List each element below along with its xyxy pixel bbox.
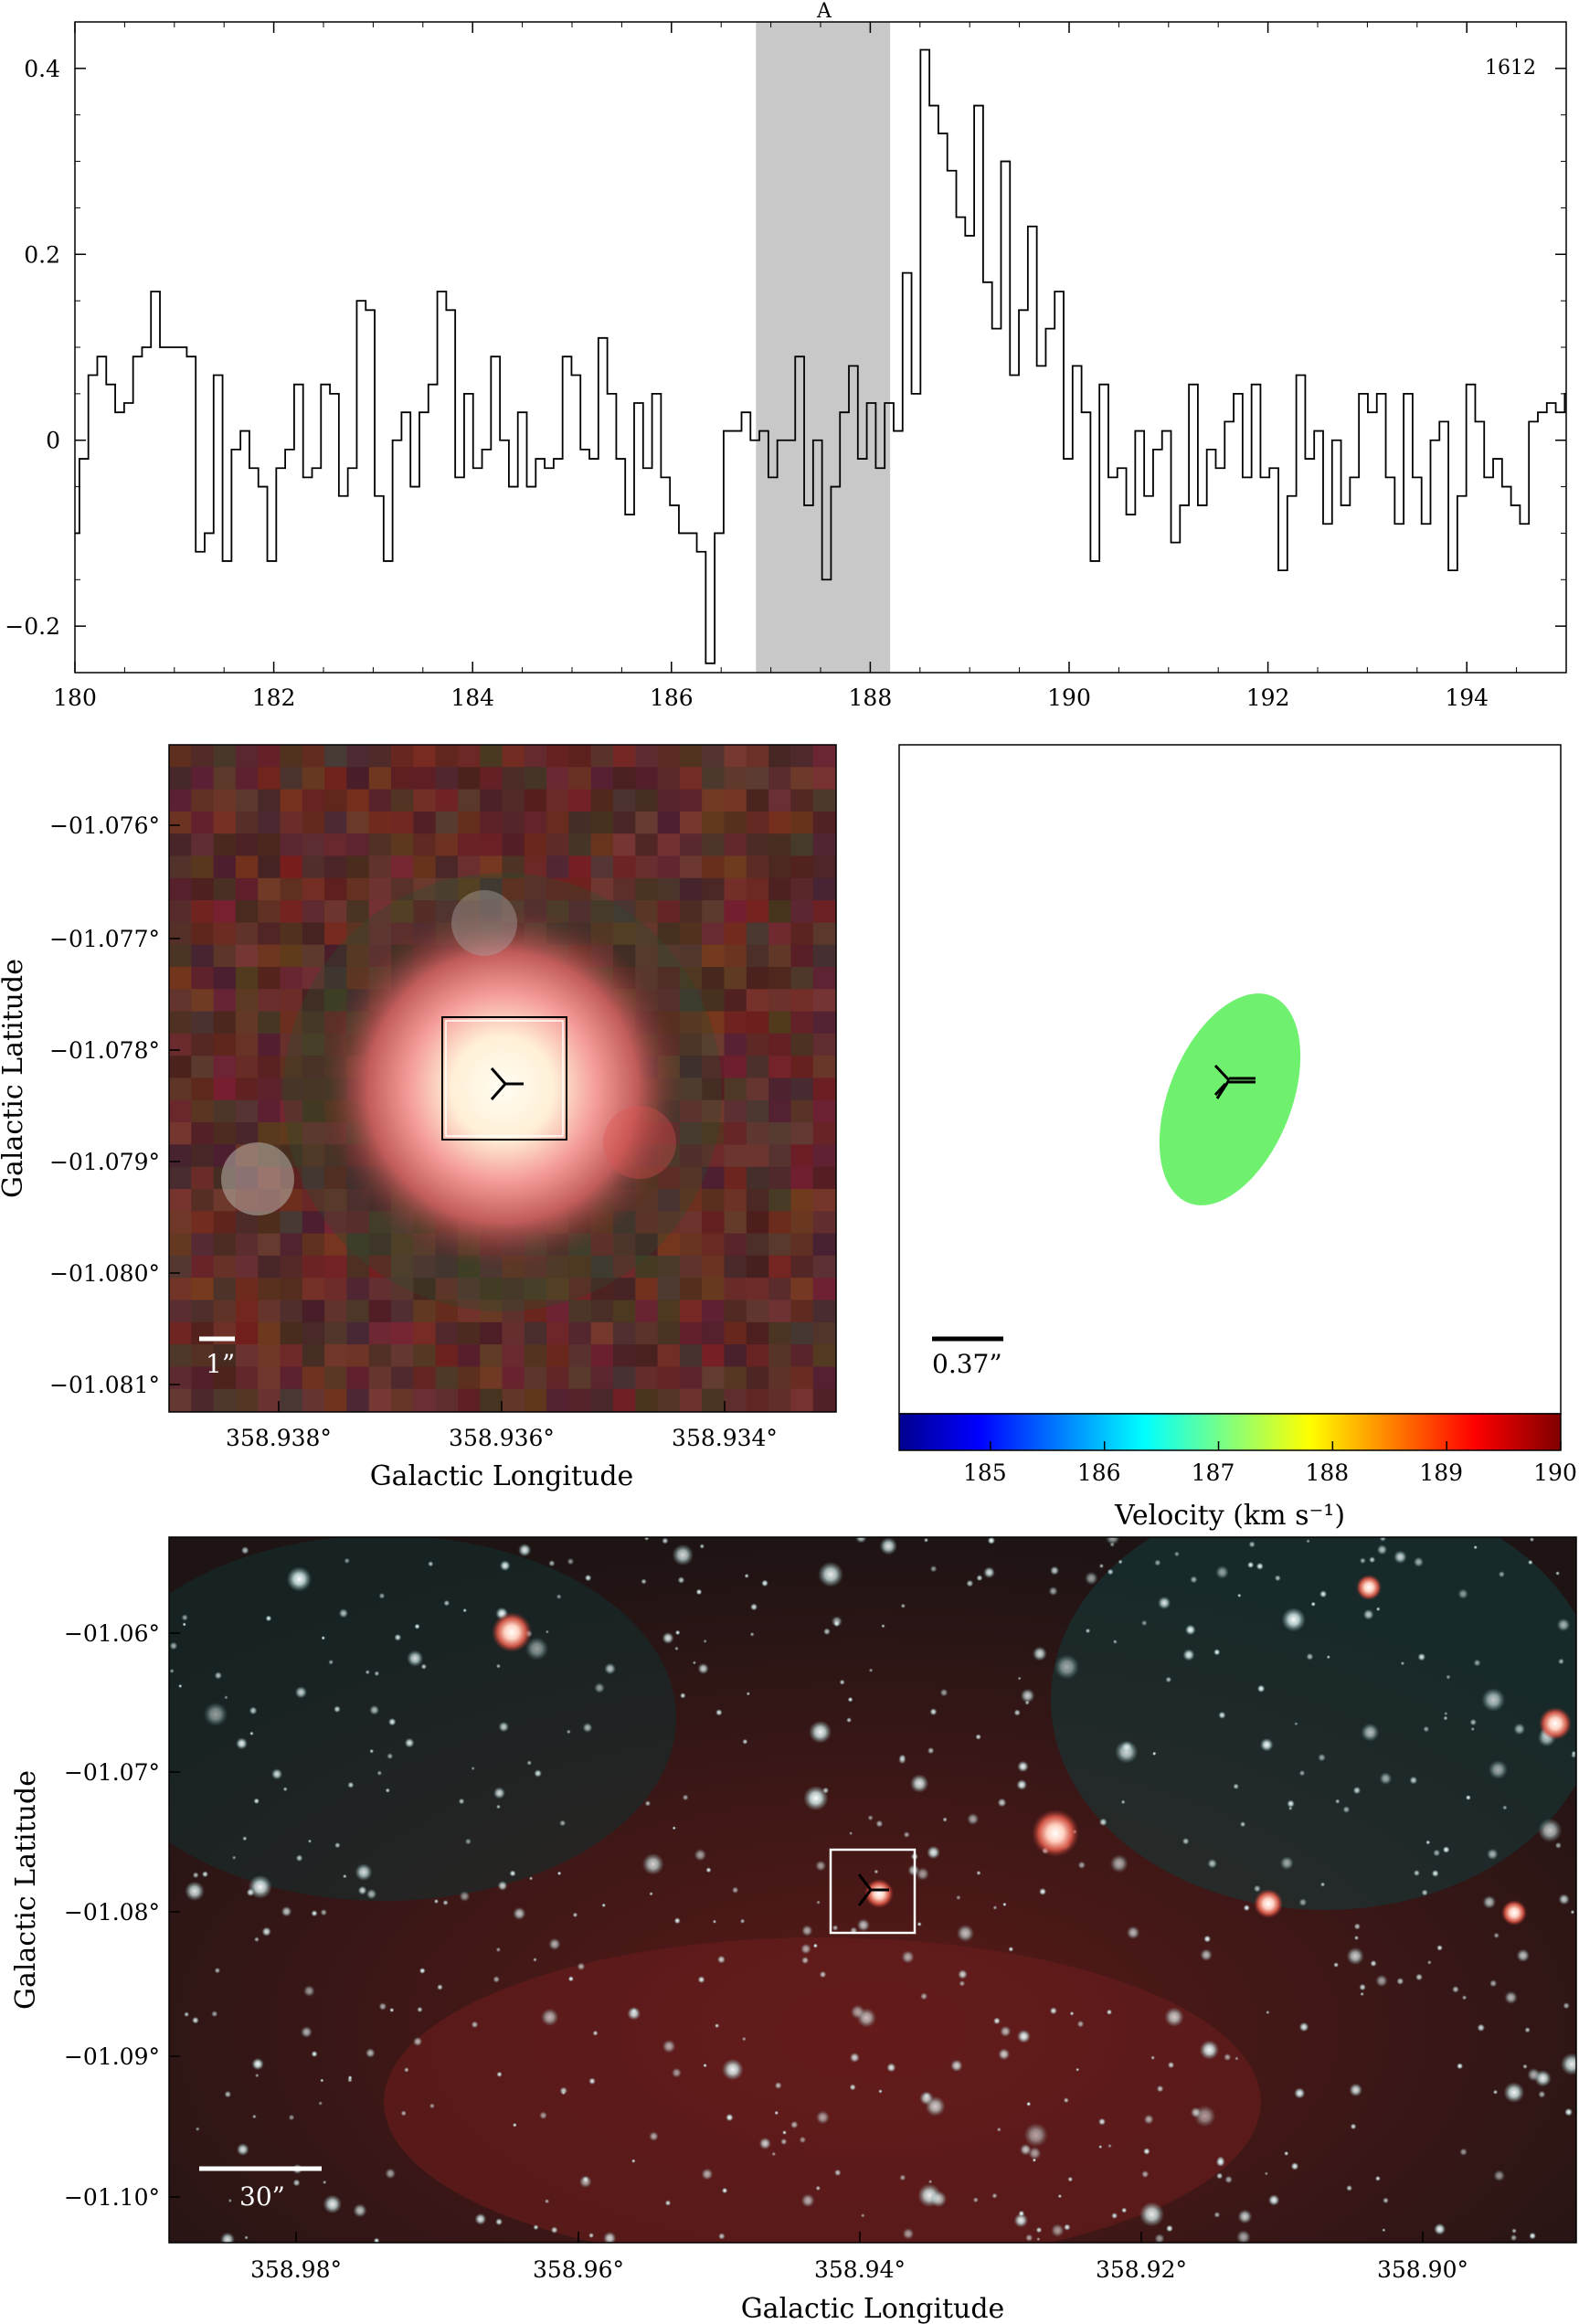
wide-y-tick-label: −01.08° <box>64 1899 160 1926</box>
y-tick-label: 0.4 <box>24 56 60 82</box>
y-tick-label: 0 <box>46 428 60 454</box>
velocity-colorbar <box>898 1413 1562 1451</box>
zoom-image-frame <box>168 744 837 1413</box>
wide-image-frame <box>168 1536 1577 2244</box>
velocity-panel: 0.37” 185 186 187 188 189 190 Velocity (km s⁻… <box>898 744 1577 1532</box>
zoom-x-tick-label: 358.934° <box>672 1425 778 1451</box>
wide-x-tick-label: 358.96° <box>533 2256 624 2283</box>
x-tick-label: 188 <box>849 684 893 711</box>
wide-y-ticks: −01.06° −01.07° −01.08° −01.09° −01.10° <box>64 1620 180 2211</box>
wide-x-tick-label: 358.94° <box>814 2256 906 2283</box>
colorbar-ticks: 185 186 187 188 189 190 <box>963 1441 1577 1486</box>
wide-y-tick-label: −01.09° <box>64 2043 160 2070</box>
x-tick-label: 194 <box>1445 684 1489 711</box>
colorbar-tick-label: 190 <box>1533 1459 1577 1486</box>
zoom-y-tick-label: −01.077° <box>49 926 160 952</box>
wide-image-panel: 30” 358.98° 358.96° 358.94° 358.92° 358.90° … <box>10 1536 1577 2324</box>
zoom-y-tick-label: −01.080° <box>49 1260 160 1287</box>
wide-target-marker <box>857 1873 889 1906</box>
zoom-y-tick-label: −01.079° <box>49 1149 160 1175</box>
x-tick-label: 192 <box>1246 684 1290 711</box>
zoom-y-axis-title: Galactic Latitude <box>0 959 29 1198</box>
zoom-scale-bar-label: 1” <box>206 1349 235 1379</box>
x-tick-label: 182 <box>252 684 296 711</box>
x-tick-label: 190 <box>1047 684 1091 711</box>
wide-y-tick-label: −01.06° <box>64 1620 160 1647</box>
zoom-y-tick-label: −01.076° <box>49 812 160 839</box>
colorbar-tick-label: 187 <box>1192 1459 1235 1486</box>
wide-image <box>169 1537 1576 2243</box>
y-tick-label: 0.2 <box>24 241 60 268</box>
wide-x-ticks: 358.98° 358.96° 358.94° 358.92° 358.90° <box>250 2232 1468 2283</box>
zoom-x-axis-title: Galactic Longitude <box>370 1460 634 1492</box>
x-tick-label: 184 <box>450 684 494 711</box>
wide-image-stars <box>169 1537 1576 2243</box>
colorbar-tick-label: 189 <box>1419 1459 1463 1486</box>
velocity-ellipse <box>1159 993 1301 1205</box>
zoom-x-ticks: 358.938° 358.936° 358.934° <box>226 1401 778 1451</box>
colorbar-tick-label: 188 <box>1305 1459 1349 1486</box>
x-tick-label: 186 <box>650 684 694 711</box>
zoom-target-box <box>441 1016 567 1141</box>
zoom-image-panel: 1” 358.938° 358.936° 358.934° −01.076°−01.… <box>0 744 837 1492</box>
wide-y-tick-label: −01.10° <box>64 2184 160 2211</box>
wide-target-box <box>829 1848 917 1935</box>
zoom-y-tick-label: −01.078° <box>49 1037 160 1064</box>
colorbar-title: Velocity (km s⁻¹) <box>1114 1500 1345 1532</box>
wide-x-axis-title: Galactic Longitude <box>741 2293 1005 2324</box>
zoom-x-tick-label: 358.938° <box>226 1425 332 1451</box>
zoom-y-ticks: −01.076° −01.077° −01.078° −01.079° −01.080°… <box>49 812 180 1398</box>
highlight-region-label: A <box>816 0 832 23</box>
wide-x-tick-label: 358.92° <box>1096 2256 1187 2283</box>
spectrum-panel: 180 182 184 186 188 190 192 194 −0.2 0 0.2 0.4 1612… <box>5 0 1567 711</box>
spectrum-frame <box>74 21 1567 674</box>
wide-x-tick-label: 358.90° <box>1377 2256 1468 2283</box>
colorbar-tick-label: 185 <box>963 1459 1007 1486</box>
wide-y-tick-label: −01.07° <box>64 1759 160 1786</box>
zoom-y-tick-label: −01.081° <box>49 1372 160 1398</box>
spectrum-label: 1612 <box>1485 57 1536 80</box>
zoom-x-tick-label: 358.936° <box>449 1425 555 1451</box>
highlight-region <box>756 22 891 673</box>
wide-scale-bar-label: 30” <box>239 2181 285 2212</box>
wide-y-axis-title: Galactic Latitude <box>10 1770 42 2010</box>
x-tick-label: 180 <box>53 684 97 711</box>
spectrum-ticks: 180 182 184 186 188 190 192 194 −0.2 0 0.2 0.4 <box>5 21 1567 711</box>
colorbar-tick-label: 186 <box>1077 1459 1121 1486</box>
velocity-target-marker <box>1213 1064 1256 1099</box>
zoom-image <box>169 745 836 1412</box>
spectrum-series-line <box>75 48 1566 664</box>
y-tick-label: −0.2 <box>5 613 60 640</box>
wide-x-tick-label: 358.98° <box>250 2256 342 2283</box>
velocity-scale-bar-label: 0.37” <box>932 1349 1002 1379</box>
zoom-target-marker <box>490 1067 524 1100</box>
